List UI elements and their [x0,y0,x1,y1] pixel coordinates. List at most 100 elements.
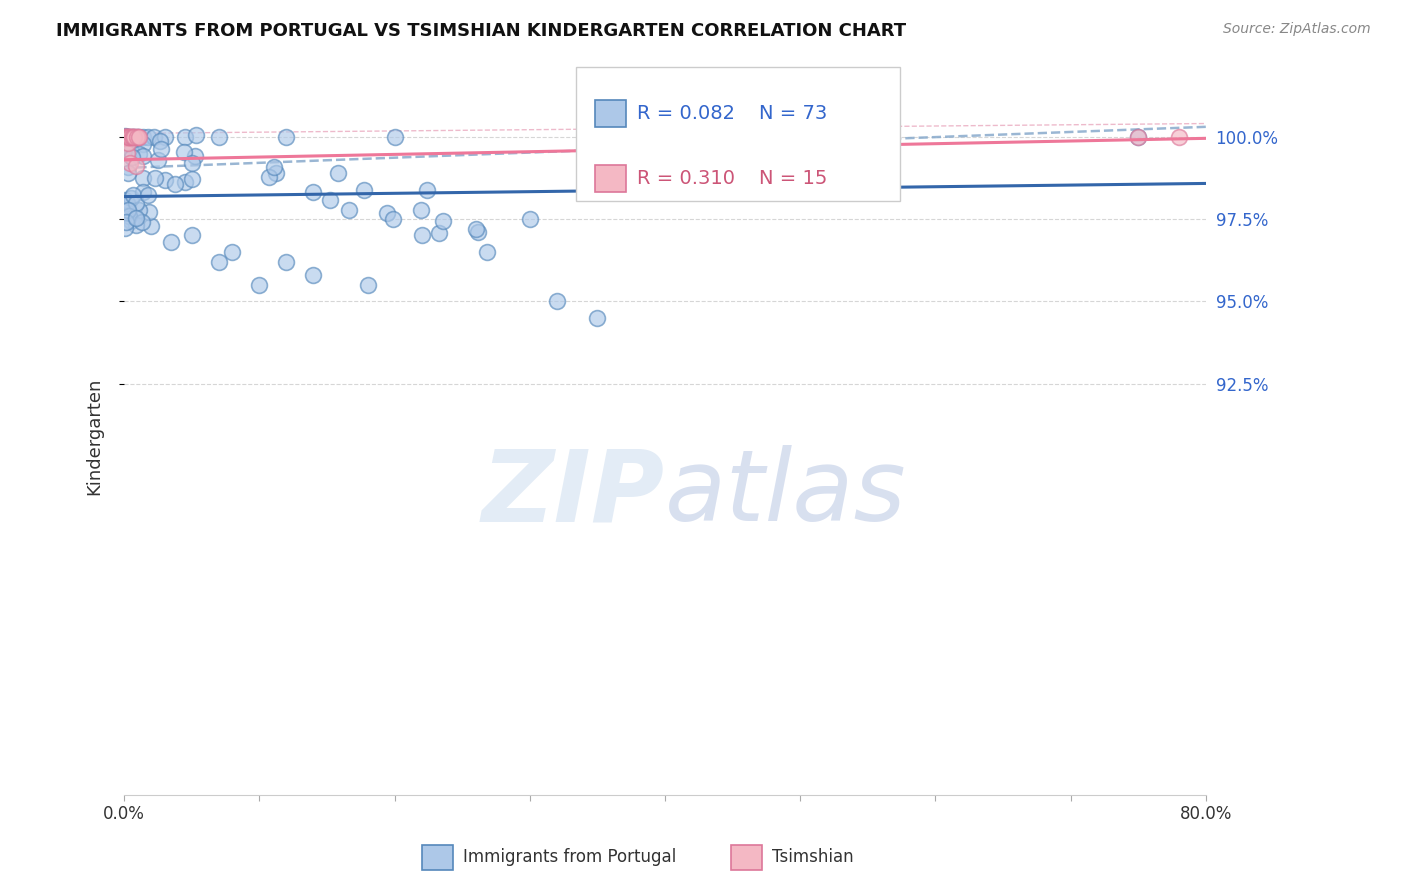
Point [546,294,568,309]
Point [114,129,136,144]
Point [146,153,169,168]
Point [138,129,160,144]
Point [375,206,398,220]
Point [326,167,349,181]
Point [174,175,197,189]
Point [121,149,143,163]
Point [1128,129,1150,144]
Point [124,159,146,173]
Point [586,310,609,325]
Text: atlas: atlas [665,445,907,542]
Point [117,203,139,218]
Point [143,170,166,185]
Point [131,136,153,151]
Point [247,277,270,292]
Point [114,129,136,144]
Point [263,160,285,174]
Point [127,129,149,144]
Point [411,228,433,243]
Point [384,129,406,144]
Point [184,149,207,163]
Point [115,215,138,229]
Point [117,166,139,180]
Point [128,146,150,161]
Point [1167,129,1189,144]
Point [353,183,375,197]
Point [186,128,208,142]
Point [115,129,138,144]
Point [122,188,145,202]
Point [120,129,142,144]
Point [117,129,139,144]
Point [208,254,231,268]
Point [124,129,146,144]
Point [118,129,141,144]
Point [160,235,183,249]
Point [125,129,148,144]
Point [124,218,146,232]
Point [302,268,325,282]
Point [153,129,176,144]
Point [115,146,138,161]
Point [1128,129,1150,144]
Point [132,186,155,200]
Point [118,209,141,223]
Point [173,145,195,160]
Point [114,129,136,144]
Point [174,129,197,144]
Point [142,129,165,144]
Point [337,202,360,217]
Text: Tsimshian: Tsimshian [772,848,853,866]
Text: Source: ZipAtlas.com: Source: ZipAtlas.com [1223,22,1371,37]
Point [149,134,172,148]
Point [114,131,136,145]
Point [115,196,138,211]
Point [118,129,141,144]
Point [356,277,378,292]
Point [124,129,146,144]
Point [128,129,150,144]
Point [118,129,141,144]
Point [302,185,325,199]
Point [117,136,139,150]
Point [427,226,450,240]
Point [115,129,138,144]
Point [121,213,143,227]
Point [319,193,342,207]
Point [181,172,204,186]
Point [464,222,486,236]
Point [125,211,148,225]
Point [114,129,136,144]
Point [117,160,139,174]
Point [221,244,243,259]
Point [416,182,439,196]
Point [117,136,139,151]
Point [117,197,139,211]
Point [121,129,143,144]
Text: R = 0.310: R = 0.310 [637,169,735,188]
Point [180,228,202,243]
Point [125,129,148,144]
Text: N = 15: N = 15 [759,169,828,188]
Point [276,129,298,144]
Point [122,129,145,144]
Point [153,173,176,187]
Point [115,129,138,144]
Point [128,203,150,218]
Point [114,193,136,207]
Point [208,129,231,144]
Point [132,170,155,185]
Point [120,156,142,170]
Point [276,254,298,268]
Text: Immigrants from Portugal: Immigrants from Portugal [463,848,676,866]
Point [118,137,141,152]
Point [432,214,454,228]
Y-axis label: Kindergarten: Kindergarten [86,377,103,495]
Point [149,142,172,156]
Point [125,195,148,210]
Point [381,211,404,226]
Point [132,149,155,163]
Text: N = 73: N = 73 [759,104,828,123]
Point [257,169,280,184]
Point [132,129,155,144]
